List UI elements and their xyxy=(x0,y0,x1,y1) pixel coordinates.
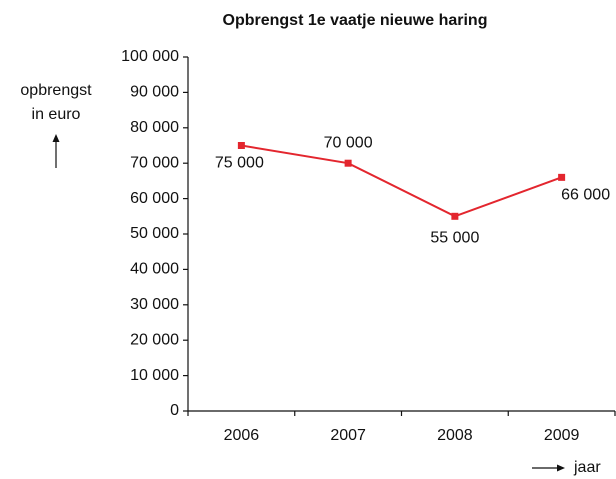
y-tick-label: 100 000 xyxy=(121,48,179,65)
y-tick-label: 90 000 xyxy=(130,84,179,101)
data-label: 75 000 xyxy=(215,155,264,172)
y-axis-arrowhead xyxy=(52,134,60,142)
y-axis-label: opbrengst xyxy=(20,82,92,99)
x-tick-label: 2008 xyxy=(437,427,473,444)
x-tick-label: 2006 xyxy=(224,427,260,444)
x-tick-label: 2007 xyxy=(330,427,366,444)
point xyxy=(451,212,459,220)
data-label: 70 000 xyxy=(324,134,373,151)
x-tick-label: 2009 xyxy=(544,427,580,444)
y-tick-label: 10 000 xyxy=(130,367,179,384)
y-tick-label: 0 xyxy=(170,402,179,419)
y-tick-label: 20 000 xyxy=(130,331,179,348)
data-label: 66 000 xyxy=(561,187,610,204)
y-axis-label: in euro xyxy=(32,106,81,123)
chart-title: Opbrengst 1e vaatje nieuwe haring xyxy=(223,12,488,29)
point xyxy=(558,173,566,181)
y-tick-label: 30 000 xyxy=(130,296,179,313)
data-label: 55 000 xyxy=(430,230,479,247)
y-tick-label: 60 000 xyxy=(130,190,179,207)
x-axis-label: jaar xyxy=(573,459,601,476)
x-axis-arrowhead xyxy=(557,464,565,472)
point xyxy=(344,159,352,167)
line xyxy=(241,144,562,218)
y-tick-label: 40 000 xyxy=(130,261,179,278)
y-tick-label: 50 000 xyxy=(130,225,179,242)
y-tick-label: 70 000 xyxy=(130,154,179,171)
y-tick-label: 80 000 xyxy=(130,119,179,136)
point xyxy=(237,142,245,149)
